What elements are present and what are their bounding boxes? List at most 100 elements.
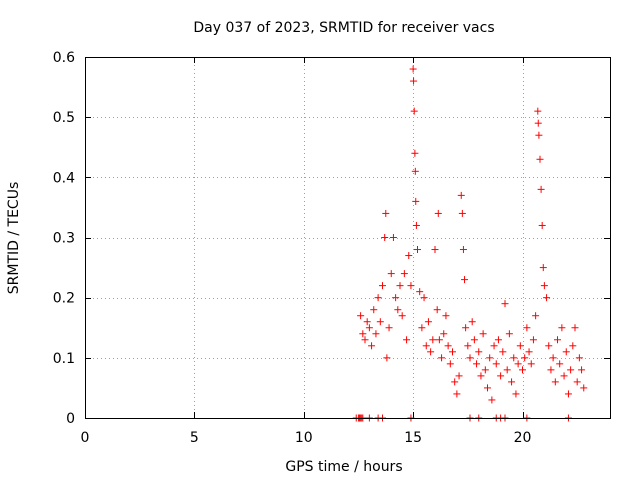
- data-point: [440, 330, 448, 338]
- data-point: [529, 336, 537, 344]
- data-point: [519, 366, 526, 374]
- data-point: [409, 65, 417, 73]
- data-point: [462, 324, 470, 332]
- data-point: [414, 246, 421, 254]
- data-point: [453, 390, 461, 398]
- data-point: [383, 354, 391, 362]
- data-point: [560, 372, 568, 380]
- data-point: [571, 324, 579, 332]
- data-point: [575, 354, 583, 362]
- x-tick-label: 5: [190, 430, 199, 446]
- data-point: [521, 354, 529, 362]
- data-point: [562, 348, 570, 356]
- data-point: [431, 246, 439, 254]
- data-point: [567, 366, 575, 374]
- data-point: [387, 270, 395, 278]
- data-point: [361, 336, 369, 344]
- data-point: [385, 324, 393, 332]
- y-tick-label: 0.1: [53, 351, 75, 367]
- data-point: [405, 252, 413, 260]
- data-point: [477, 372, 485, 380]
- y-tick-label: 0.2: [53, 291, 75, 307]
- data-point: [481, 366, 489, 374]
- y-tick-label: 0: [66, 411, 75, 427]
- data-point: [435, 336, 443, 344]
- data-point: [410, 77, 418, 85]
- data-point: [459, 246, 467, 254]
- data-point: [488, 396, 496, 404]
- data-point: [466, 354, 474, 362]
- data-point: [449, 348, 456, 356]
- data-point: [486, 354, 494, 362]
- data-point: [427, 348, 435, 356]
- data-point: [492, 360, 500, 368]
- data-point: [523, 324, 531, 332]
- data-point: [505, 330, 513, 338]
- data-point: [433, 306, 441, 314]
- data-point: [534, 119, 542, 127]
- data-point: [539, 264, 547, 272]
- data-point: [535, 131, 543, 139]
- data-point: [365, 324, 373, 332]
- data-point: [376, 318, 384, 326]
- data-point: [547, 366, 555, 374]
- y-tick-label: 0.3: [53, 231, 75, 247]
- x-tick-label: 20: [514, 430, 532, 446]
- data-point: [381, 234, 389, 241]
- data-point: [457, 191, 465, 199]
- data-point: [540, 282, 548, 290]
- data-point: [359, 330, 367, 338]
- data-points: [352, 65, 588, 422]
- x-axis-label: GPS time / hours: [285, 459, 402, 475]
- x-tick-label: 10: [295, 430, 313, 446]
- data-point: [468, 318, 476, 326]
- data-point: [558, 324, 566, 332]
- data-point: [578, 366, 586, 374]
- data-point: [537, 185, 545, 193]
- data-point: [470, 336, 478, 344]
- data-point: [475, 348, 483, 356]
- data-point: [412, 221, 420, 229]
- data-point: [411, 167, 419, 175]
- axis-ticks: 0 5 10 15 20 0 0.1 0.2 0.3 0.4 0.5 0.6: [53, 50, 610, 446]
- y-tick-label: 0.5: [53, 110, 75, 126]
- data-point: [422, 342, 430, 350]
- data-point: [434, 209, 442, 217]
- data-point: [418, 324, 426, 332]
- data-point: [374, 294, 382, 302]
- data-point: [389, 234, 397, 241]
- data-point: [527, 360, 535, 368]
- data-point: [357, 312, 365, 320]
- data-point: [412, 197, 420, 205]
- data-point: [382, 209, 390, 217]
- data-point: [420, 294, 428, 302]
- data-point: [473, 360, 481, 368]
- data-point: [379, 282, 386, 290]
- data-point: [461, 276, 469, 284]
- data-point: [536, 155, 544, 163]
- data-point: [407, 282, 415, 290]
- data-point: [490, 342, 498, 350]
- data-point: [410, 107, 418, 115]
- data-point: [499, 348, 507, 356]
- data-point: [455, 372, 463, 380]
- data-point: [525, 348, 533, 356]
- data-point: [370, 306, 378, 314]
- data-point: [538, 221, 546, 229]
- data-point: [442, 312, 450, 320]
- data-point: [564, 390, 572, 398]
- data-point: [556, 360, 564, 368]
- data-point: [573, 378, 581, 386]
- data-point: [394, 306, 402, 314]
- data-point: [416, 288, 424, 296]
- data-point: [444, 342, 452, 350]
- data-point: [554, 336, 561, 344]
- data-point: [429, 336, 437, 344]
- y-tick-label: 0.6: [53, 50, 75, 66]
- data-point: [458, 209, 466, 217]
- data-point: [398, 312, 406, 320]
- data-point: [534, 107, 542, 115]
- chart-title: Day 037 of 2023, SRMTID for receiver vac…: [193, 20, 494, 36]
- data-point: [503, 366, 511, 374]
